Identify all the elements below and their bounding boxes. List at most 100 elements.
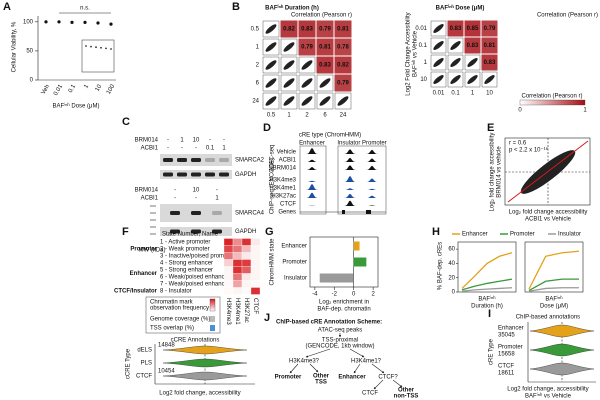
corr-cell — [447, 20, 464, 37]
plot-frame — [309, 236, 379, 288]
row-label: 10 — [420, 77, 427, 83]
heat-cell — [241, 259, 252, 267]
line-series — [528, 278, 579, 292]
scatter-cloud — [450, 58, 461, 67]
legend-label: Genome coverage (%) — [150, 317, 210, 323]
x-axis-label: ACBI1 vs Vehicle — [525, 217, 572, 223]
corr-value: 0.83 — [484, 60, 496, 66]
heat-cell — [241, 252, 252, 260]
colorbar-tick: 1 — [583, 108, 587, 114]
panel-label: I — [488, 308, 491, 320]
scatter-cloud — [433, 75, 444, 84]
heat-cell — [223, 238, 234, 246]
x-axis-label: Duration (h) — [471, 304, 503, 310]
state-label: 8 - Insulator — [160, 289, 192, 295]
x-axis-label: Log₂ enrichment in — [319, 300, 369, 306]
scheme-node: Other — [313, 374, 330, 380]
blot-band — [191, 229, 201, 234]
corr-cell — [334, 20, 352, 38]
y-axis-label: BRM014 vs vehicle — [497, 146, 503, 198]
corr-value: 0.78 — [337, 45, 349, 51]
stat: p < 2.2 x 10⁻¹⁶ — [509, 147, 549, 154]
inset — [81, 39, 115, 73]
matrix-title: BAFⁱⁿʰ Dose (μM) — [436, 3, 485, 12]
row-label: dELS — [137, 348, 152, 354]
state-label: 2 - Weak promoter — [160, 247, 210, 253]
panel-label: A — [3, 1, 11, 13]
arrow — [305, 348, 331, 358]
blot-band — [163, 172, 173, 177]
x-axis-label: Dose (μM) — [540, 304, 568, 310]
legend-label: Enhancer — [462, 232, 488, 238]
blot-band — [170, 211, 180, 215]
scatter-cloud — [301, 78, 313, 88]
state-label: 3 - Inactive/poised promoter — [160, 254, 234, 260]
corr-value: 0.79 — [319, 27, 331, 33]
scheme-title: ChIP-based cRE Annotation Scheme: — [276, 320, 382, 326]
scatter-cloud — [467, 75, 478, 84]
y-tick-label: 50 — [26, 48, 33, 54]
col-label: 1 — [287, 113, 291, 119]
track-label: H3K4me1 — [269, 186, 296, 192]
row-label: 2 — [256, 63, 260, 69]
scatter-cloud — [301, 60, 313, 70]
point — [44, 20, 48, 24]
x-tick-label: 100 — [106, 83, 117, 95]
x-axis-label: BAFⁱⁿʰ Dose (μM) — [52, 102, 99, 110]
scatter-cloud — [265, 42, 277, 52]
heat-cell — [232, 238, 243, 246]
dose-label: - — [209, 138, 211, 144]
scheme-node: CTCF? — [378, 375, 398, 381]
scheme-node: CTCF — [362, 391, 378, 397]
heat-cell — [241, 238, 252, 246]
heat-cell — [223, 259, 234, 267]
blot-band — [191, 211, 201, 215]
mark-label: H3K4me1 — [234, 298, 240, 325]
signal-track — [298, 184, 386, 190]
group-label: Promoter — [130, 247, 157, 253]
matrix-title: BAFⁱⁿʰ Duration (h) — [265, 3, 319, 12]
blot-band — [191, 172, 201, 177]
fit-line — [507, 140, 589, 203]
scheme-node: TSS — [315, 380, 327, 386]
track-label: H3K4me3 — [269, 178, 296, 184]
x-tick-label: 0.01 — [53, 83, 64, 97]
panel-label: J — [264, 312, 270, 324]
gene-exon — [366, 210, 371, 214]
heat-cell — [232, 287, 243, 295]
violin — [162, 371, 248, 381]
legend-swatch — [210, 325, 215, 331]
y-tick-label: Insulator — [284, 276, 307, 282]
scheme-node: non-TSS — [394, 394, 419, 400]
state-label: 4 - Strong enhancer — [160, 261, 213, 267]
heat-cell — [223, 280, 234, 288]
bar — [353, 257, 367, 267]
violin — [162, 358, 248, 368]
y-axis-label: % BAF-dep. cREs — [438, 242, 444, 290]
y-tick-label: Promoter — [282, 260, 307, 266]
corr-cell — [481, 37, 498, 54]
group-label: Enhancer — [299, 141, 325, 147]
group-box — [299, 145, 327, 215]
treatment-label: ACBI1 — [141, 196, 159, 202]
count-label: 15658 — [498, 352, 515, 358]
corr-value: 0.79 — [484, 26, 496, 32]
col-label: 2 — [305, 113, 309, 119]
blot-band — [205, 158, 215, 162]
band-label: GAPDH — [235, 172, 256, 178]
col-label: 0.5 — [267, 113, 276, 119]
dose-label: 1 — [215, 196, 219, 202]
dose-label: - — [167, 146, 169, 152]
x-tick-label: Veh — [41, 84, 51, 96]
y-tick-label: 20 — [448, 275, 455, 281]
arrow — [289, 363, 299, 374]
scatter-cloud — [265, 60, 277, 70]
colorbar — [209, 298, 216, 312]
panel-label: G — [265, 226, 274, 238]
scatter-cloud — [467, 58, 478, 67]
band-label: SMARCA2 — [235, 158, 265, 164]
count-label: 35045 — [498, 333, 515, 339]
heat-cell — [223, 245, 234, 253]
gene-exon — [342, 210, 345, 214]
